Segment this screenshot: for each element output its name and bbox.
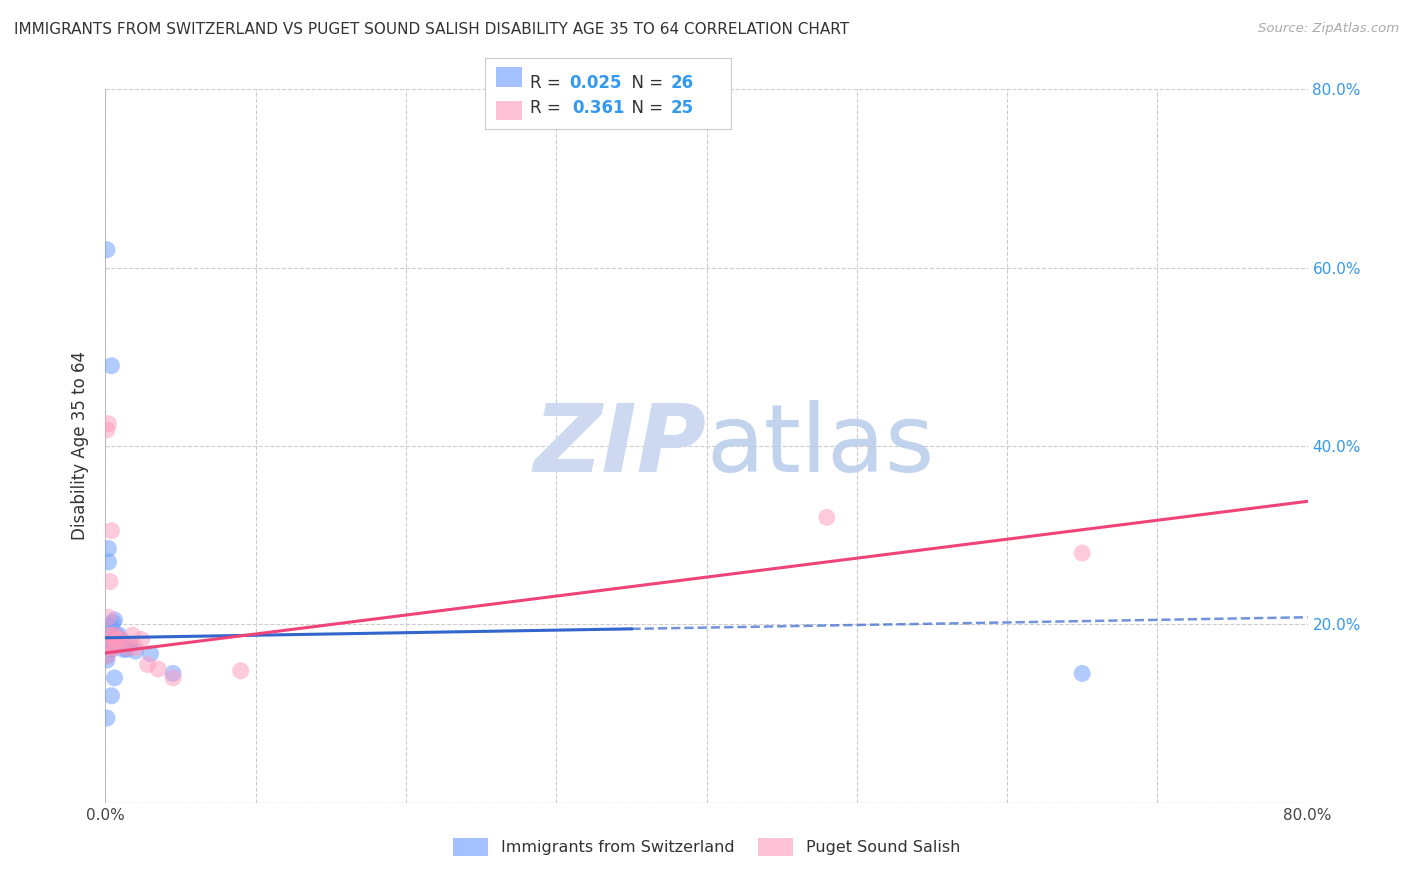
Point [97,628,120,642]
Point [112,642,135,657]
Point [101,615,124,630]
Text: 0.361: 0.361 [572,99,624,117]
Text: Source: ZipAtlas.com: Source: ZipAtlas.com [1258,22,1399,36]
Text: 0.025: 0.025 [569,74,621,92]
Point [98,619,121,633]
Point [229,664,252,678]
Text: atlas: atlas [707,400,935,492]
Point [104,640,127,655]
Point [96,648,118,663]
Point [103,613,125,627]
Point [124,644,146,658]
Legend: Immigrants from Switzerland, Puget Sound Salish: Immigrants from Switzerland, Puget Sound… [446,831,967,863]
Point [1071,546,1094,560]
Point [146,662,169,676]
Point [97,555,120,569]
Point [96,243,118,257]
Y-axis label: Disability Age 35 to 64: Disability Age 35 to 64 [72,351,90,541]
Point [98,628,121,642]
Point [100,689,122,703]
Point [96,648,118,663]
Point [115,642,138,657]
Text: 25: 25 [671,99,693,117]
Point [815,510,838,524]
Point [110,632,132,647]
Point [139,647,162,661]
Point [121,628,143,642]
Text: IMMIGRANTS FROM SWITZERLAND VS PUGET SOUND SALISH DISABILITY AGE 35 TO 64 CORREL: IMMIGRANTS FROM SWITZERLAND VS PUGET SOU… [14,22,849,37]
Point [100,642,122,657]
Point [97,610,120,624]
Text: ZIP: ZIP [534,400,707,492]
Point [103,671,125,685]
Point [131,632,153,647]
Text: N =: N = [621,74,669,92]
Point [162,671,184,685]
Point [107,632,129,647]
Point [1071,666,1094,681]
Point [96,653,118,667]
Point [98,574,121,589]
Point [101,628,124,642]
Point [96,423,118,437]
Point [103,628,125,642]
Point [118,637,141,651]
Point [162,666,184,681]
Point [104,628,127,642]
Point [98,640,121,655]
Text: 26: 26 [671,74,693,92]
Point [112,637,135,651]
Point [100,359,122,373]
Point [124,640,146,655]
Point [100,524,122,538]
Point [108,628,131,642]
Point [110,632,132,647]
Point [117,640,139,655]
Point [136,657,159,672]
Point [98,637,121,651]
Point [97,541,120,556]
Text: R =: R = [530,74,567,92]
Text: N =: N = [621,99,669,117]
Text: R =: R = [530,99,571,117]
Point [97,637,120,651]
Point [101,633,124,648]
Point [97,417,120,431]
Point [96,711,118,725]
